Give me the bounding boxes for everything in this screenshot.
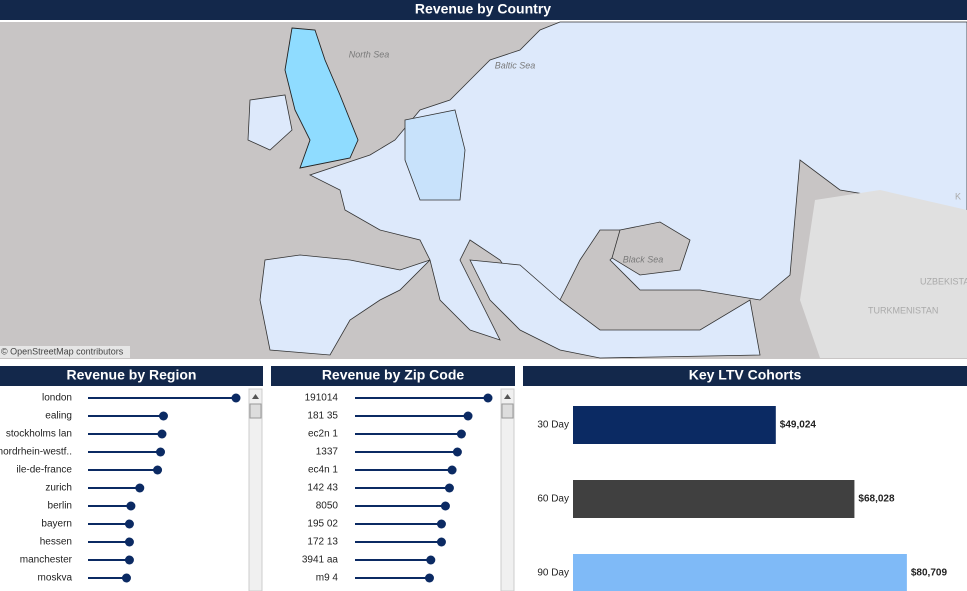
lollipop-dot (124, 519, 134, 529)
attribution-bg (0, 346, 130, 358)
scroll-arrow (252, 394, 259, 399)
row-label: zurich (45, 483, 72, 494)
lollipop-dot (463, 411, 473, 421)
row-label: 172 13 (307, 537, 338, 548)
row-label: 181 35 (307, 411, 338, 422)
map-header (0, 0, 967, 20)
lollipop-dot (157, 429, 167, 439)
lollipop-dot (436, 537, 446, 547)
row-label: 30 Day (537, 420, 569, 431)
lollipop-dot (483, 393, 493, 403)
attribution[interactable]: © OpenStreetMap contributors (1, 346, 124, 356)
sea-label: Baltic Sea (495, 60, 536, 70)
panel-title: Revenue by Zip Code (322, 367, 465, 383)
country-label: K (955, 191, 961, 201)
lollipop-dot (424, 573, 434, 583)
bar (573, 480, 855, 518)
row-label: bayern (41, 519, 72, 530)
central-asia (800, 190, 967, 358)
bar (573, 554, 907, 591)
value-label: $80,709 (911, 568, 948, 579)
lollipop-dot (153, 465, 163, 475)
row-label: 1337 (316, 447, 339, 458)
lollipop-dot (124, 555, 134, 565)
value-label: $68,028 (858, 494, 895, 505)
lollipop-dot (124, 537, 134, 547)
panel-header (523, 366, 967, 386)
lollipop-dot (452, 447, 462, 457)
black-sea (611, 221, 691, 276)
map[interactable] (0, 21, 967, 359)
lollipop-dot (135, 483, 145, 493)
row-label: manchester (20, 555, 73, 566)
panel-title: Key LTV Cohorts (689, 367, 802, 383)
sea-label: Black Sea (623, 254, 664, 264)
row-label: berlin (48, 501, 72, 512)
sea-label: North Sea (349, 49, 390, 59)
lollipop-dot (456, 429, 466, 439)
lollipop-dot (447, 465, 457, 475)
uk (284, 27, 359, 169)
bar (573, 406, 776, 444)
row-label: ile-de-france (16, 465, 72, 476)
row-label: m9 4 (316, 573, 339, 584)
row-label: hessen (40, 537, 72, 548)
ireland (247, 94, 293, 151)
row-label: ec4n 1 (308, 465, 338, 476)
row-label: 8050 (316, 501, 339, 512)
lollipop-dot (156, 447, 166, 457)
row-label: 142 43 (307, 483, 338, 494)
scroll-thumb (249, 403, 262, 419)
panel-title: Revenue by Region (67, 367, 197, 383)
panel-header (0, 366, 263, 386)
lollipop-dot (436, 519, 446, 529)
value-label: $49,024 (780, 420, 817, 431)
scroll-thumb (501, 403, 514, 419)
row-label: moskva (38, 573, 73, 584)
lollipop-dot (426, 555, 436, 565)
lollipop-dot (231, 393, 241, 403)
lollipop-dot (126, 501, 136, 511)
south-land (469, 259, 761, 359)
row-label: 191014 (305, 393, 339, 404)
scrollbar (248, 388, 263, 591)
row-label: ealing (45, 411, 72, 422)
europe-land (259, 21, 967, 356)
row-label: stockholms lan (6, 429, 72, 440)
lollipop-dot (444, 483, 454, 493)
lollipop-dot (440, 501, 450, 511)
country-label: TURKMENISTAN (868, 305, 938, 315)
lollipop-dot (121, 573, 131, 583)
row-label: london (42, 393, 72, 404)
panel-header (271, 366, 515, 386)
lollipop-dot (158, 411, 168, 421)
row-label: 195 02 (307, 519, 338, 530)
germany (404, 109, 466, 201)
row-label: 3941 aa (302, 555, 339, 566)
row-label: nordrhein-westf.. (0, 447, 72, 458)
row-label: 90 Day (537, 568, 569, 579)
map-title: Revenue by Country (415, 1, 551, 17)
country-label: UZBEKISTAN (920, 276, 967, 286)
row-label: 60 Day (537, 494, 569, 505)
row-label: ec2n 1 (308, 429, 338, 440)
scroll-arrow (504, 394, 511, 399)
scrollbar (500, 388, 515, 591)
